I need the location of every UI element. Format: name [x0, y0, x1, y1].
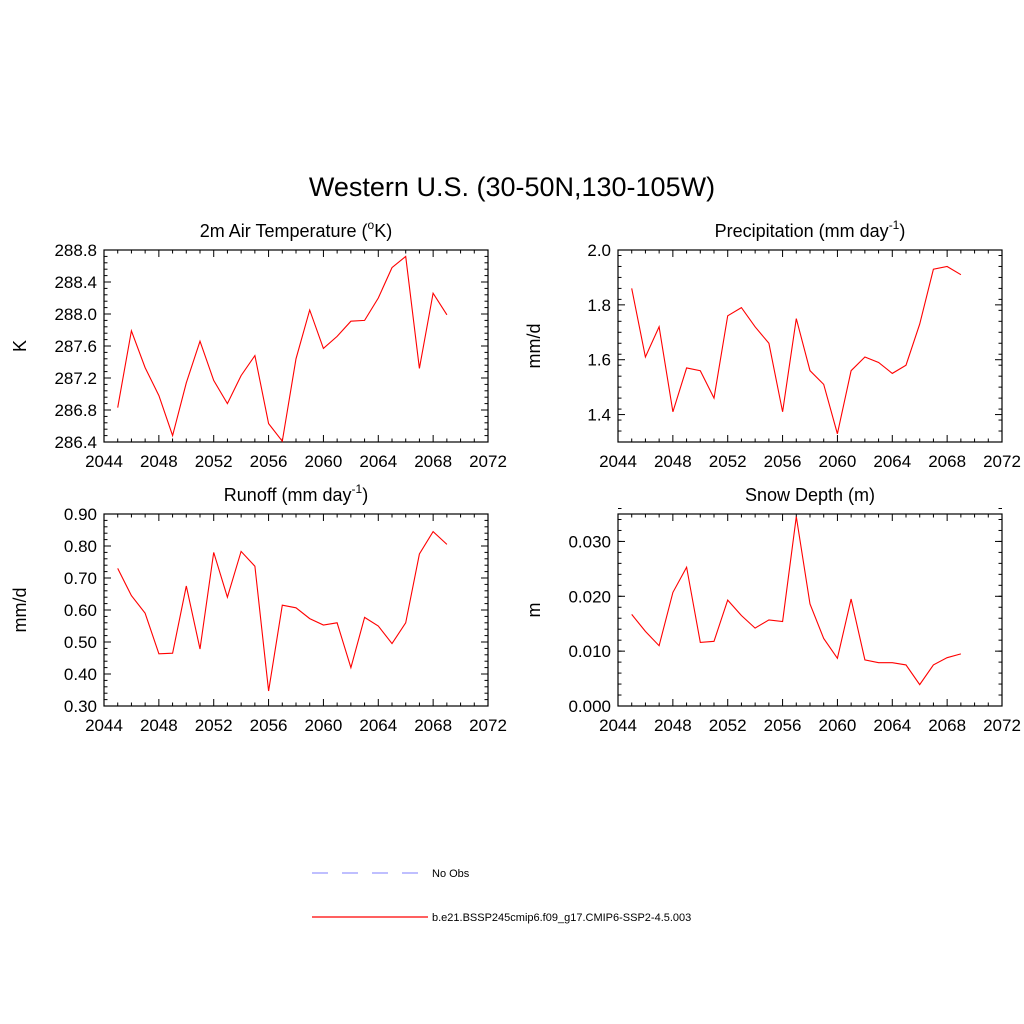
- y-tick-label: 0.000: [568, 697, 611, 716]
- panel-title: Precipitation (mm day-1): [715, 218, 906, 241]
- panel-precipitation: Precipitation (mm day-1) mm/d 2044 2048 2052…: [524, 218, 1021, 471]
- x-tick-label: 2060: [819, 716, 857, 735]
- y-tick-label: 0.020: [568, 587, 611, 606]
- plot-frame: [103, 513, 489, 707]
- y-tick-label: 288.4: [54, 273, 97, 292]
- x-tick-label: 2056: [250, 716, 288, 735]
- panel-title: 2m Air Temperature (oK): [200, 218, 392, 241]
- x-tick-label: 2060: [305, 452, 343, 471]
- x-tick-label: 2072: [983, 452, 1021, 471]
- y-tick-label: 0.010: [568, 642, 611, 661]
- figure-title: Western U.S. (30-50N,130-105W): [309, 172, 715, 202]
- x-tick-label: 2044: [599, 716, 637, 735]
- panels: 2m Air Temperature (oK) K 2044 2048 2052 2056…: [10, 218, 1021, 735]
- y-axis-label: mm/d: [524, 324, 544, 369]
- panel-title: Snow Depth (m): [745, 485, 875, 505]
- x-tick-label: 2052: [709, 716, 747, 735]
- y-tick-label: 0.70: [64, 569, 97, 588]
- series-line: [117, 255, 448, 443]
- x-tick-label: 2044: [599, 452, 637, 471]
- x-tick-label: 2064: [359, 716, 397, 735]
- x-tick-label: 2068: [414, 716, 452, 735]
- x-tick-label: 2044: [85, 452, 123, 471]
- plot-frame: [617, 249, 1003, 443]
- x-tick-label: 2048: [140, 452, 178, 471]
- x-tick-label: 2064: [359, 452, 397, 471]
- x-tick-label: 2056: [250, 452, 288, 471]
- y-tick-label: 0.80: [64, 537, 97, 556]
- y-tick-label: 288.8: [54, 241, 97, 260]
- y-tick-label: 0.50: [64, 633, 97, 652]
- legend-obs-label: No Obs: [432, 868, 470, 880]
- x-tick-label: 2052: [195, 716, 233, 735]
- x-tick-label: 2072: [983, 716, 1021, 735]
- y-tick-label: 288.0: [54, 305, 97, 324]
- x-tick-label: 2068: [414, 452, 452, 471]
- x-tick-label: 2048: [654, 452, 692, 471]
- y-tick-label: 1.6: [587, 351, 611, 370]
- y-axis-label: mm/d: [10, 588, 30, 633]
- y-tick-label: 287.6: [54, 337, 97, 356]
- legend: No Obs b.e21.BSSP245cmip6.f09_g17.CMIP6-…: [312, 868, 691, 924]
- y-axis-label: K: [10, 340, 30, 352]
- plot-frame: [617, 513, 1003, 707]
- panel-title: Runoff (mm day-1): [224, 482, 368, 505]
- x-tick-label: 2068: [928, 452, 966, 471]
- y-tick-label: 0.90: [64, 505, 97, 524]
- x-tick-label: 2048: [654, 716, 692, 735]
- y-tick-label: 2.0: [587, 241, 611, 260]
- panel-runoff: Runoff (mm day-1) mm/d 2044 2048 2052 2056 206…: [10, 482, 507, 735]
- y-tick-label: 286.8: [54, 401, 97, 420]
- x-tick-label: 2068: [928, 716, 966, 735]
- x-tick-label: 2056: [764, 452, 802, 471]
- x-tick-label: 2060: [819, 452, 857, 471]
- panel-snow-depth: Snow Depth (m) m 2044 2048 2052 2056 2060 2064 2…: [524, 485, 1021, 735]
- x-tick-label: 2064: [873, 716, 911, 735]
- plot-frame: [103, 249, 489, 443]
- y-tick-label: 287.2: [54, 369, 97, 388]
- x-tick-label: 2056: [764, 716, 802, 735]
- legend-model-label: b.e21.BSSP245cmip6.f09_g17.CMIP6-SSP2-4.…: [432, 912, 691, 924]
- y-tick-label: 286.4: [54, 433, 97, 452]
- x-tick-label: 2048: [140, 716, 178, 735]
- y-axis-label: m: [524, 603, 544, 618]
- x-tick-label: 2064: [873, 452, 911, 471]
- y-tick-label: 0.030: [568, 532, 611, 551]
- y-tick-label: 1.4: [587, 406, 611, 425]
- y-tick-label: 0.60: [64, 601, 97, 620]
- x-tick-label: 2052: [195, 452, 233, 471]
- x-tick-label: 2044: [85, 716, 123, 735]
- x-tick-label: 2072: [469, 716, 507, 735]
- x-tick-label: 2052: [709, 452, 747, 471]
- panel-temperature: 2m Air Temperature (oK) K 2044 2048 2052 2056…: [10, 218, 507, 471]
- series-line: [631, 265, 962, 434]
- y-tick-label: 1.8: [587, 296, 611, 315]
- series-line: [631, 516, 962, 686]
- y-tick-label: 0.30: [64, 697, 97, 716]
- series-line: [117, 530, 448, 692]
- y-tick-label: 0.40: [64, 665, 97, 684]
- x-tick-label: 2072: [469, 452, 507, 471]
- x-tick-label: 2060: [305, 716, 343, 735]
